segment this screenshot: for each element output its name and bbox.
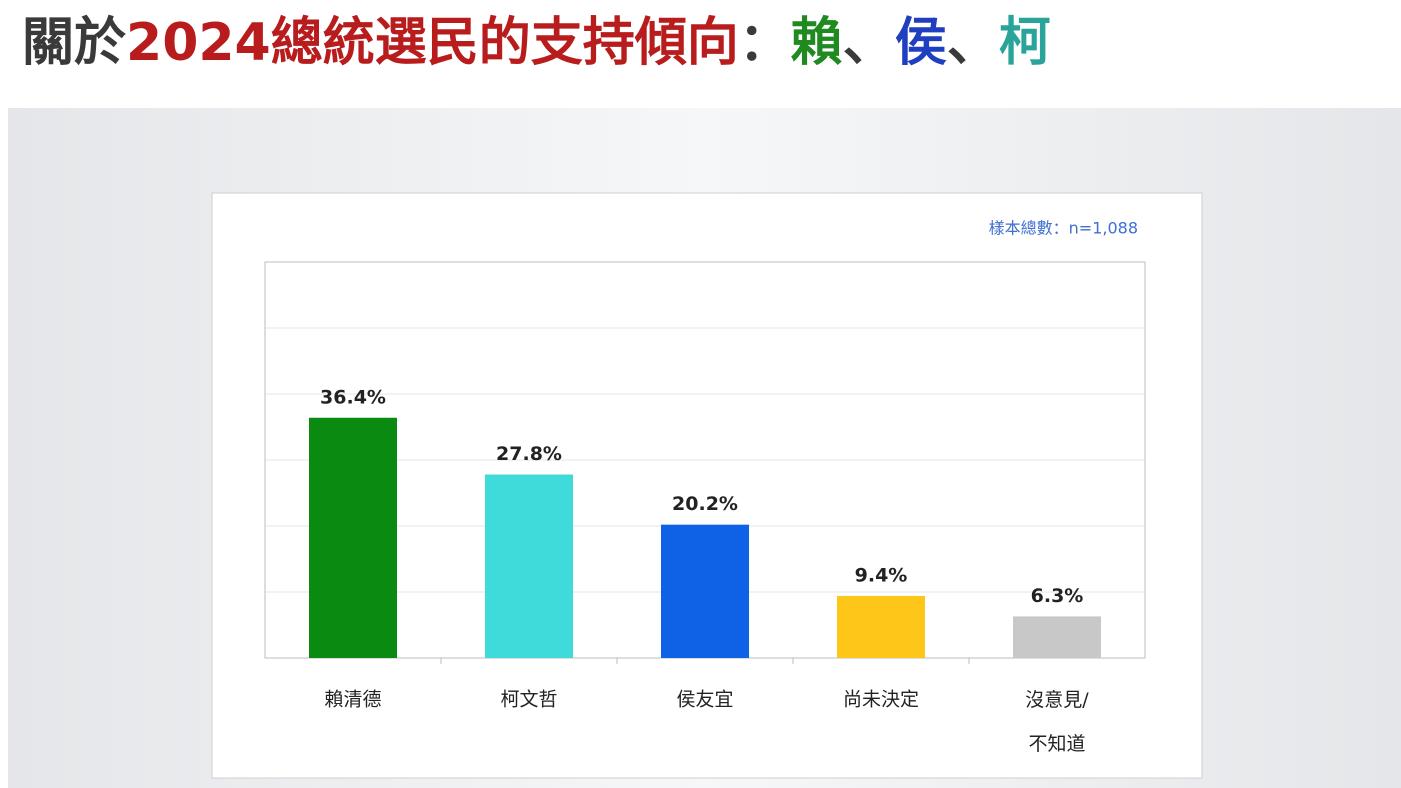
bar [485,474,573,658]
title-part: 、 [947,13,999,73]
bar [1013,616,1101,658]
x-tick-label-line: 沒意見/ [1025,689,1089,711]
x-tick-label: 賴清德 [324,689,381,711]
value-label: 27.8% [496,443,562,465]
title-part: ： [739,13,791,73]
value-label: 20.2% [672,493,738,515]
title-part: 賴 [791,13,843,73]
value-label: 6.3% [1031,585,1084,607]
slide-title: 關於2024總統選民的支持傾向：賴、侯、柯 [22,13,1051,73]
bar [661,524,749,658]
value-label: 36.4% [320,386,386,408]
bar [309,417,397,658]
title-part: 、 [843,13,895,73]
title-part: 侯 [895,13,947,73]
x-tick-label: 柯文哲 [500,689,557,711]
x-tick-label: 尚未決定 [843,689,919,711]
title-part: 柯 [999,13,1051,73]
x-tick-label-line: 不知道 [1028,733,1085,755]
x-tick-label: 侯友宜 [676,689,733,711]
title-part: 關於 [22,13,126,73]
value-label: 9.4% [855,564,908,586]
sample-note: 樣本總數：n=1,088 [989,219,1138,238]
x-tick-label: 沒意見/不知道 [1025,689,1089,755]
bar [837,595,925,658]
title-part: 2024總統選民的支持傾向 [126,13,739,73]
